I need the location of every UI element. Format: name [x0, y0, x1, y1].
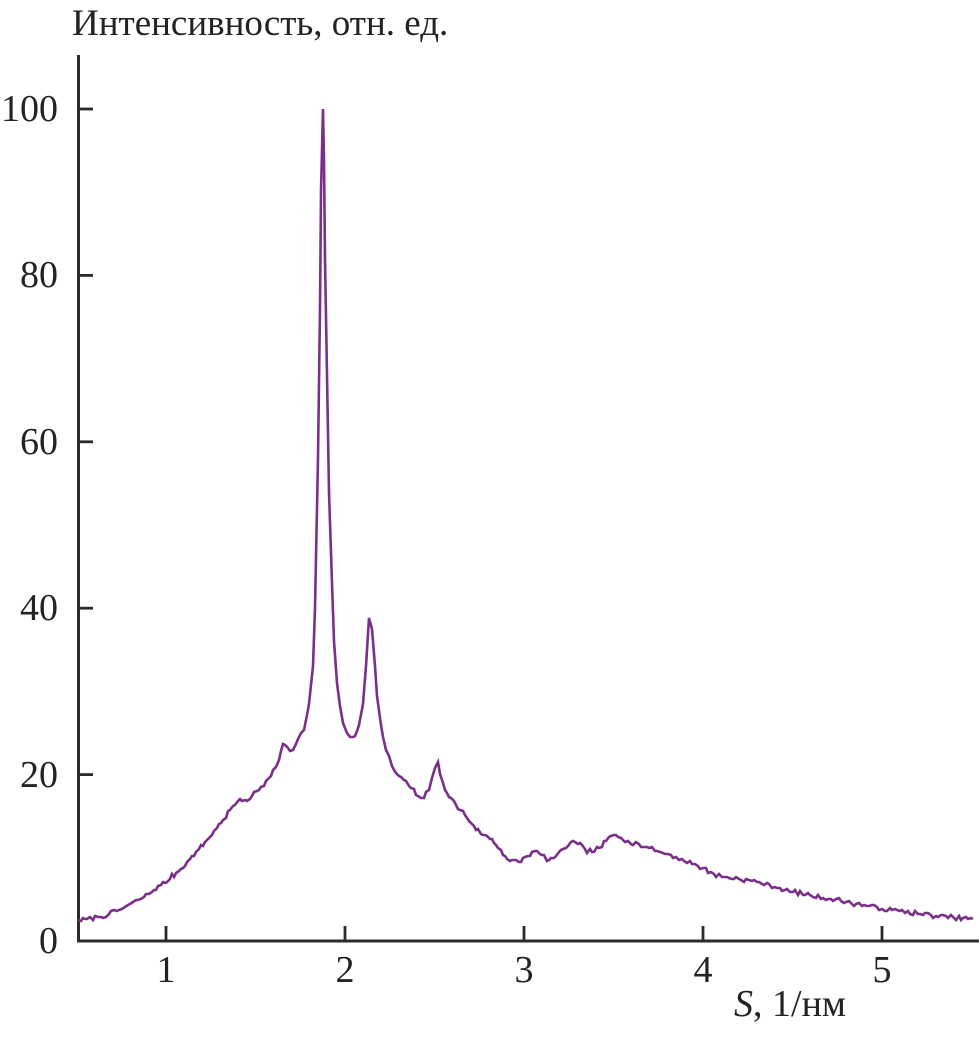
y-tick-label: 80: [20, 254, 58, 297]
y-tick-label: 40: [20, 587, 58, 630]
x-axis-title: S, 1/нм: [640, 982, 940, 1026]
intensity-curve: [77, 108, 974, 923]
y-tick-label: 20: [20, 753, 58, 796]
y-tick-marks: [78, 107, 93, 776]
x-tick-label: 3: [514, 949, 534, 991]
x-tick-label: 4: [693, 949, 713, 991]
x-tick-label: 1: [156, 949, 176, 991]
y-axis-title: Интенсивность, отн. ед.: [72, 3, 449, 44]
y-tick-label: 100: [1, 88, 58, 130]
x-tick-label: 5: [872, 949, 892, 991]
x-axis-symbol: S: [734, 983, 754, 1025]
x-tick-marks: [164, 926, 884, 941]
y-tick-label: 60: [20, 420, 58, 463]
y-tick-label: 0: [39, 920, 58, 962]
x-tick-label: 2: [335, 949, 355, 991]
x-axis-units: , 1/нм: [753, 983, 846, 1025]
